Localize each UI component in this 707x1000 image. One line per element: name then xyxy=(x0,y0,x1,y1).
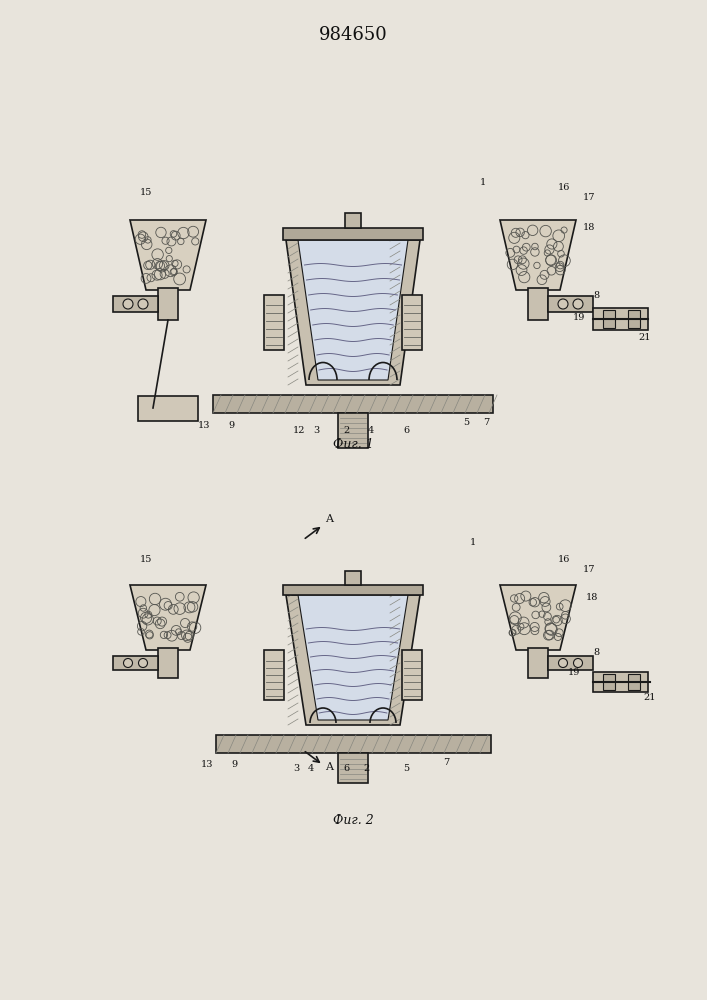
Text: 12: 12 xyxy=(293,426,305,435)
Circle shape xyxy=(558,299,568,309)
Bar xyxy=(213,395,493,413)
Text: 16: 16 xyxy=(558,183,571,192)
Text: 2: 2 xyxy=(343,426,349,435)
Polygon shape xyxy=(298,595,408,720)
Circle shape xyxy=(573,658,583,668)
Bar xyxy=(113,656,158,670)
Polygon shape xyxy=(286,595,420,725)
Bar xyxy=(158,288,178,320)
Text: 5: 5 xyxy=(403,764,409,773)
Bar xyxy=(603,674,615,690)
Circle shape xyxy=(139,658,148,668)
Bar xyxy=(548,296,593,312)
Bar xyxy=(138,396,198,421)
Bar xyxy=(283,585,423,595)
Polygon shape xyxy=(298,240,408,380)
Text: 3: 3 xyxy=(313,426,320,435)
Text: 5: 5 xyxy=(463,418,469,427)
Text: A: A xyxy=(325,762,333,772)
Circle shape xyxy=(559,658,568,668)
Bar xyxy=(338,753,368,783)
Bar xyxy=(402,295,422,350)
Bar xyxy=(628,310,640,328)
Text: 8: 8 xyxy=(593,291,599,300)
Bar xyxy=(603,310,615,328)
Text: 1: 1 xyxy=(470,538,477,547)
Bar xyxy=(402,650,422,700)
Text: 13: 13 xyxy=(201,760,214,769)
Text: 15: 15 xyxy=(140,555,153,564)
Bar xyxy=(345,571,361,585)
Bar xyxy=(338,413,368,448)
Text: 21: 21 xyxy=(638,333,650,342)
Bar xyxy=(113,296,158,312)
Polygon shape xyxy=(500,220,576,290)
Circle shape xyxy=(123,299,133,309)
Text: 17: 17 xyxy=(583,565,595,574)
Text: 9: 9 xyxy=(228,421,234,430)
Bar xyxy=(264,650,284,700)
Bar xyxy=(593,672,648,692)
Text: 18: 18 xyxy=(583,223,595,232)
FancyBboxPatch shape xyxy=(283,228,423,240)
Text: 13: 13 xyxy=(198,421,211,430)
Text: 7: 7 xyxy=(483,418,489,427)
Bar xyxy=(593,308,648,330)
Polygon shape xyxy=(130,585,206,650)
Text: 3: 3 xyxy=(293,764,299,773)
Text: 9: 9 xyxy=(231,760,237,769)
Text: 18: 18 xyxy=(586,593,598,602)
Text: Фиг. 1: Фиг. 1 xyxy=(332,438,373,452)
Text: 7: 7 xyxy=(443,758,449,767)
Bar xyxy=(628,674,640,690)
Bar xyxy=(528,288,548,320)
Bar xyxy=(158,648,178,678)
Text: 984650: 984650 xyxy=(319,26,387,44)
Circle shape xyxy=(124,658,132,668)
Circle shape xyxy=(573,299,583,309)
Text: 19: 19 xyxy=(568,668,580,677)
Text: A: A xyxy=(325,514,333,524)
Text: 8: 8 xyxy=(593,648,599,657)
Text: 21: 21 xyxy=(643,693,655,702)
Bar xyxy=(216,735,491,753)
Bar xyxy=(345,213,361,228)
Text: 2: 2 xyxy=(363,764,369,773)
Bar xyxy=(528,648,548,678)
Polygon shape xyxy=(500,585,576,650)
Polygon shape xyxy=(286,240,420,385)
Text: Фиг. 2: Фиг. 2 xyxy=(332,814,373,826)
Bar xyxy=(264,295,284,350)
Text: 4: 4 xyxy=(368,426,374,435)
Text: 15: 15 xyxy=(140,188,153,197)
Text: 6: 6 xyxy=(343,764,349,773)
Text: 16: 16 xyxy=(558,555,571,564)
Bar xyxy=(548,656,593,670)
Text: 17: 17 xyxy=(583,193,595,202)
Text: 4: 4 xyxy=(308,764,314,773)
Circle shape xyxy=(138,299,148,309)
Text: 6: 6 xyxy=(403,426,409,435)
Polygon shape xyxy=(130,220,206,290)
Text: 1: 1 xyxy=(480,178,486,187)
Text: 19: 19 xyxy=(573,313,585,322)
